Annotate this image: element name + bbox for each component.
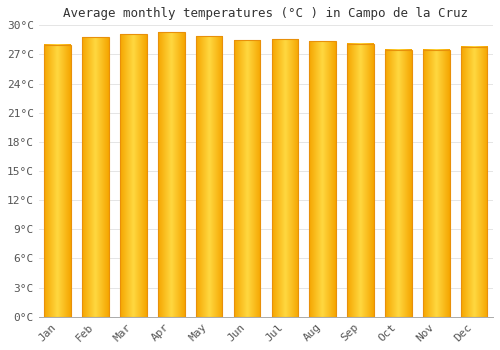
Bar	[234, 40, 260, 317]
Bar	[310, 41, 336, 317]
Bar	[158, 32, 184, 317]
Bar	[385, 50, 411, 317]
Bar	[272, 39, 298, 317]
Bar	[196, 36, 222, 317]
Bar	[82, 37, 109, 317]
Bar	[348, 44, 374, 317]
Bar	[423, 50, 450, 317]
Bar	[120, 34, 146, 317]
Bar	[461, 47, 487, 317]
Bar	[44, 45, 71, 317]
Title: Average monthly temperatures (°C ) in Campo de la Cruz: Average monthly temperatures (°C ) in Ca…	[64, 7, 468, 20]
